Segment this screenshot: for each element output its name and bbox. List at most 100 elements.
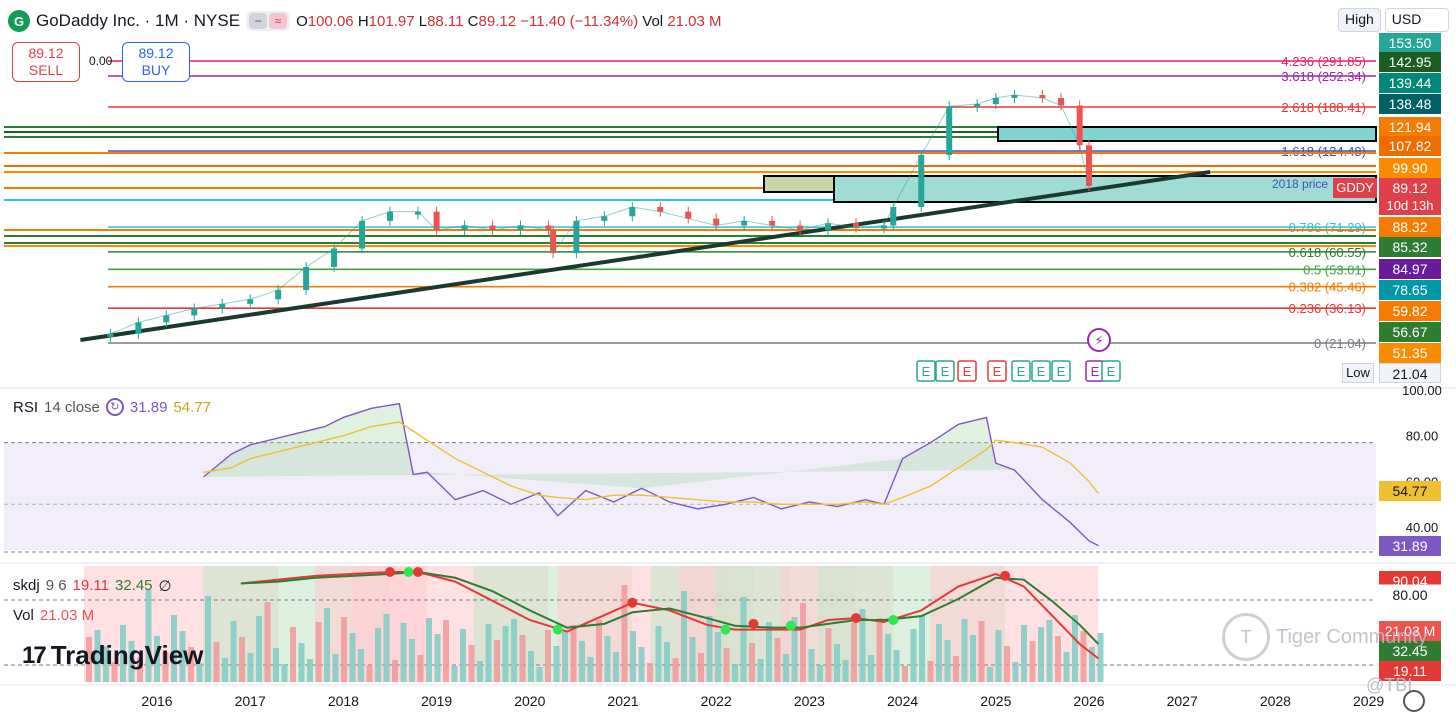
volume-bar-58 (579, 641, 585, 682)
low-label: Low (1342, 363, 1374, 383)
volume-bar-14 (205, 596, 211, 682)
rsi-overbought-fill (203, 403, 1015, 489)
skdj-tag-4: 19.11 (1393, 663, 1427, 679)
rsi-ma-value: 54.77 (173, 398, 211, 416)
skdj-tag-bg-4 (1379, 661, 1441, 681)
volume-name: Vol (13, 607, 34, 624)
volume-bar-2 (103, 646, 109, 682)
high-button[interactable]: High (1338, 8, 1381, 32)
main-pane: 0 (21.04) 0.236 (36.13) 0.382 (45.46) 0.5 (… (0, 36, 1377, 386)
year-tick-2016: 2016 (141, 693, 172, 709)
symbol-title[interactable]: GoDaddy Inc. · 1M · NYSE (36, 11, 241, 30)
volume-bar-56 (562, 632, 568, 682)
volume-bar-25 (298, 643, 305, 682)
currency-select[interactable]: USD (1384, 8, 1449, 32)
earnings-event-2: E (957, 360, 977, 382)
skdj-legend[interactable]: skdj 9 6 19.11 32.45 ∅ (13, 577, 172, 595)
volume-bar-40 (426, 618, 432, 682)
volume-bar-17 (230, 621, 237, 682)
watermark-handle: @TBI (1366, 675, 1413, 695)
volume-bar-65 (638, 647, 645, 682)
year-tick-2022: 2022 (701, 693, 732, 709)
volume-bar-99 (927, 661, 934, 682)
volume-bar-79 (757, 659, 764, 682)
vol-label: Vol (642, 12, 664, 30)
wave-icon[interactable]: ≈ (269, 13, 288, 29)
volume-bar-85 (808, 649, 815, 682)
tradingview-mark-icon: 17 (22, 641, 47, 669)
tiger-watermark: T Tiger Community (1222, 613, 1428, 661)
price-tag-0: 153.50 (1379, 33, 1441, 53)
skdj-tag-1: 80.00 (1392, 587, 1427, 603)
volume-bar-20 (256, 616, 262, 682)
chart-style-toggle[interactable]: − ≈ (246, 11, 291, 31)
sell-button[interactable]: 89.12 SELL (12, 42, 80, 82)
flash-event-icon (1087, 328, 1111, 352)
volume-bar-64 (630, 631, 636, 682)
refresh-icon[interactable]: ↻ (105, 398, 124, 416)
godaddy-logo: G (8, 10, 30, 32)
bar-countdown: 10d 13h (1379, 197, 1441, 215)
volume-bar-102 (953, 656, 959, 682)
candle-23 (713, 218, 720, 226)
volume-bar-104 (970, 635, 976, 682)
volume-bar-88 (834, 644, 840, 682)
candle-6 (275, 290, 282, 300)
candle-35 (1011, 95, 1018, 98)
year-tick-2019: 2019 (421, 693, 452, 709)
skdj-signal-1 (403, 567, 414, 577)
candle-14 (489, 225, 496, 231)
candle-34 (992, 98, 999, 104)
volume-bar-15 (213, 642, 220, 682)
volume-bar-92 (868, 655, 874, 682)
volume-bar-9 (162, 652, 169, 682)
buy-button[interactable]: 89.12 BUY (122, 42, 190, 82)
volume-bar-57 (570, 625, 577, 682)
rsi-params: 14 close (44, 398, 100, 416)
candle-39 (1086, 145, 1092, 186)
earnings-event-box-0 (916, 360, 936, 382)
rsi-tick-1: 80.00 (1406, 429, 1439, 444)
fib-label-0.618: 0.618 (60.55) (1289, 245, 1366, 260)
volume-bar-49 (502, 626, 509, 682)
volume-bar-1 (94, 630, 101, 682)
volume-bar-22 (273, 648, 279, 682)
time-axis: 2016 2017 2018 2019 2020 2021 2022 2023 2024 2025… (0, 684, 1456, 709)
volume-bar-75 (723, 648, 730, 682)
earnings-event-box-3 (987, 360, 1007, 382)
price-tag-5: 107.82 (1379, 136, 1441, 156)
volume-bar-36 (392, 660, 398, 682)
rsi-legend[interactable]: RSI 14 close ↻ 31.89 54.77 (13, 398, 211, 416)
earnings-event-box-1 (935, 360, 955, 382)
volume-legend[interactable]: Vol 21.03 M (13, 607, 94, 624)
earnings-event-box-4 (1011, 360, 1031, 382)
volume-bar-83 (791, 617, 798, 682)
volume-bar-105 (978, 621, 985, 682)
volume-bar-110 (1021, 625, 1027, 682)
volume-bar-32 (358, 649, 364, 682)
tradingview-logo[interactable]: 17 TradingView (22, 640, 203, 671)
volume-bar-51 (519, 635, 526, 682)
volume-bar-113 (1046, 620, 1053, 682)
skdj-tag-3: 32.45 (1392, 643, 1427, 659)
settings-icon[interactable] (1403, 690, 1425, 712)
candle-1 (135, 322, 142, 334)
volume-bar-13 (196, 663, 203, 682)
earnings-event-box-5 (1031, 360, 1051, 382)
earnings-event-label-2: E (963, 364, 972, 379)
volume-bar-78 (749, 643, 755, 682)
volume-bar-91 (859, 609, 866, 682)
top-right-controls: High USD (1338, 8, 1449, 32)
candle-18 (573, 220, 580, 254)
volume-bar-71 (689, 637, 696, 682)
skdj-signal-3 (552, 624, 563, 635)
candle-33 (974, 104, 981, 107)
volume-bar-21 (264, 602, 271, 682)
volume-bar-3 (111, 662, 118, 682)
minus-icon[interactable]: − (249, 13, 268, 29)
volume-bar-0 (86, 637, 92, 682)
volume-bar-55 (553, 646, 560, 682)
